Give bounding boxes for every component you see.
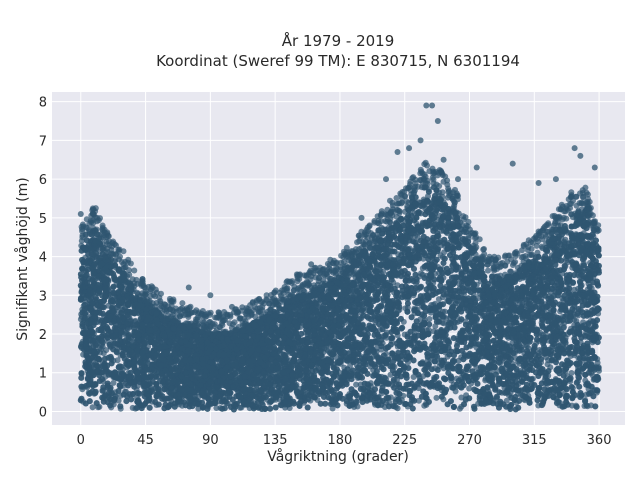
data-point [426,316,433,322]
data-point [561,324,567,330]
data-point [433,394,440,401]
data-point [114,357,121,364]
data-point [432,323,439,330]
data-point [353,381,360,388]
data-point [458,394,465,401]
data-point [129,404,136,411]
data-point [410,374,417,380]
data-point [110,379,117,386]
chart-title-line-1: År 1979 - 2019 [282,31,395,50]
data-point [568,370,575,376]
data-point [100,350,107,357]
data-point [89,404,96,411]
data-point [475,295,482,302]
data-point [394,405,401,412]
data-point [466,385,473,392]
data-point [387,371,394,378]
data-point [544,361,551,368]
data-point [461,291,467,298]
data-point [571,286,578,293]
data-points [77,102,602,413]
data-point [329,405,336,412]
data-point [418,270,424,277]
data-point [213,405,220,411]
chart-title-line-2: Koordinat (Sweref 99 TM): E 830715, N 63… [156,52,520,70]
data-point [421,402,428,409]
